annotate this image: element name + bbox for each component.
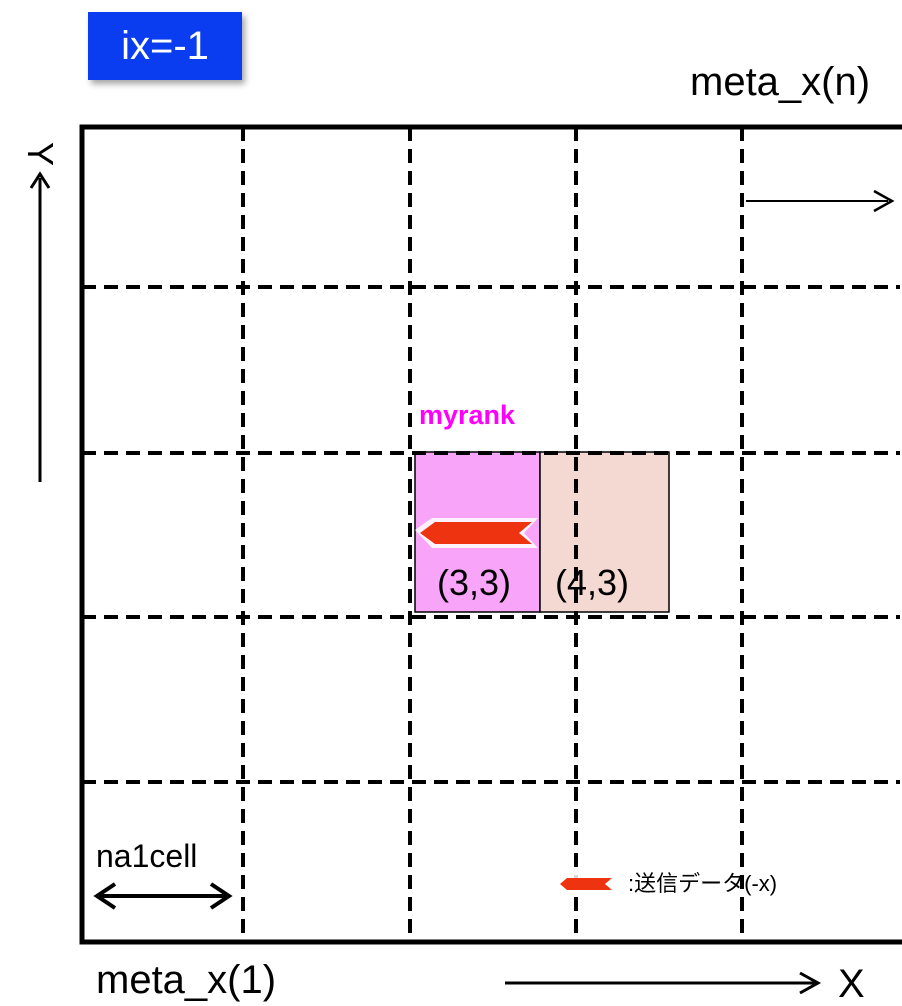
neighbor-cell [539, 451, 670, 613]
na1cell-label: na1cell [96, 838, 198, 874]
y-axis-label: Y [20, 141, 61, 166]
ix-badge: ix=-1 [88, 12, 242, 80]
meta-x-n-label: meta_x(n) [690, 60, 871, 104]
na1cell-arrowhead-left [93, 882, 117, 910]
na1cell-arrowhead-right [209, 882, 233, 910]
meta-x-n-arrowhead [873, 189, 895, 213]
grid-dashes [82, 127, 900, 942]
cell-label-3-3: (3,3) [437, 562, 512, 603]
send-arrow-icon [420, 522, 532, 544]
x-axis-arrowhead [799, 971, 822, 995]
legend-label: :送信データ(-x) [628, 871, 778, 896]
domain-border [79, 124, 902, 945]
myrank-label: myrank [419, 400, 516, 430]
y-axis-arrowhead [29, 171, 51, 189]
meta-x-1-label: meta_x(1) [96, 958, 277, 1002]
cell-label-4-3: (4,3) [555, 562, 630, 603]
x-axis-label: X [838, 962, 865, 1006]
legend-arrow-icon [560, 878, 612, 890]
